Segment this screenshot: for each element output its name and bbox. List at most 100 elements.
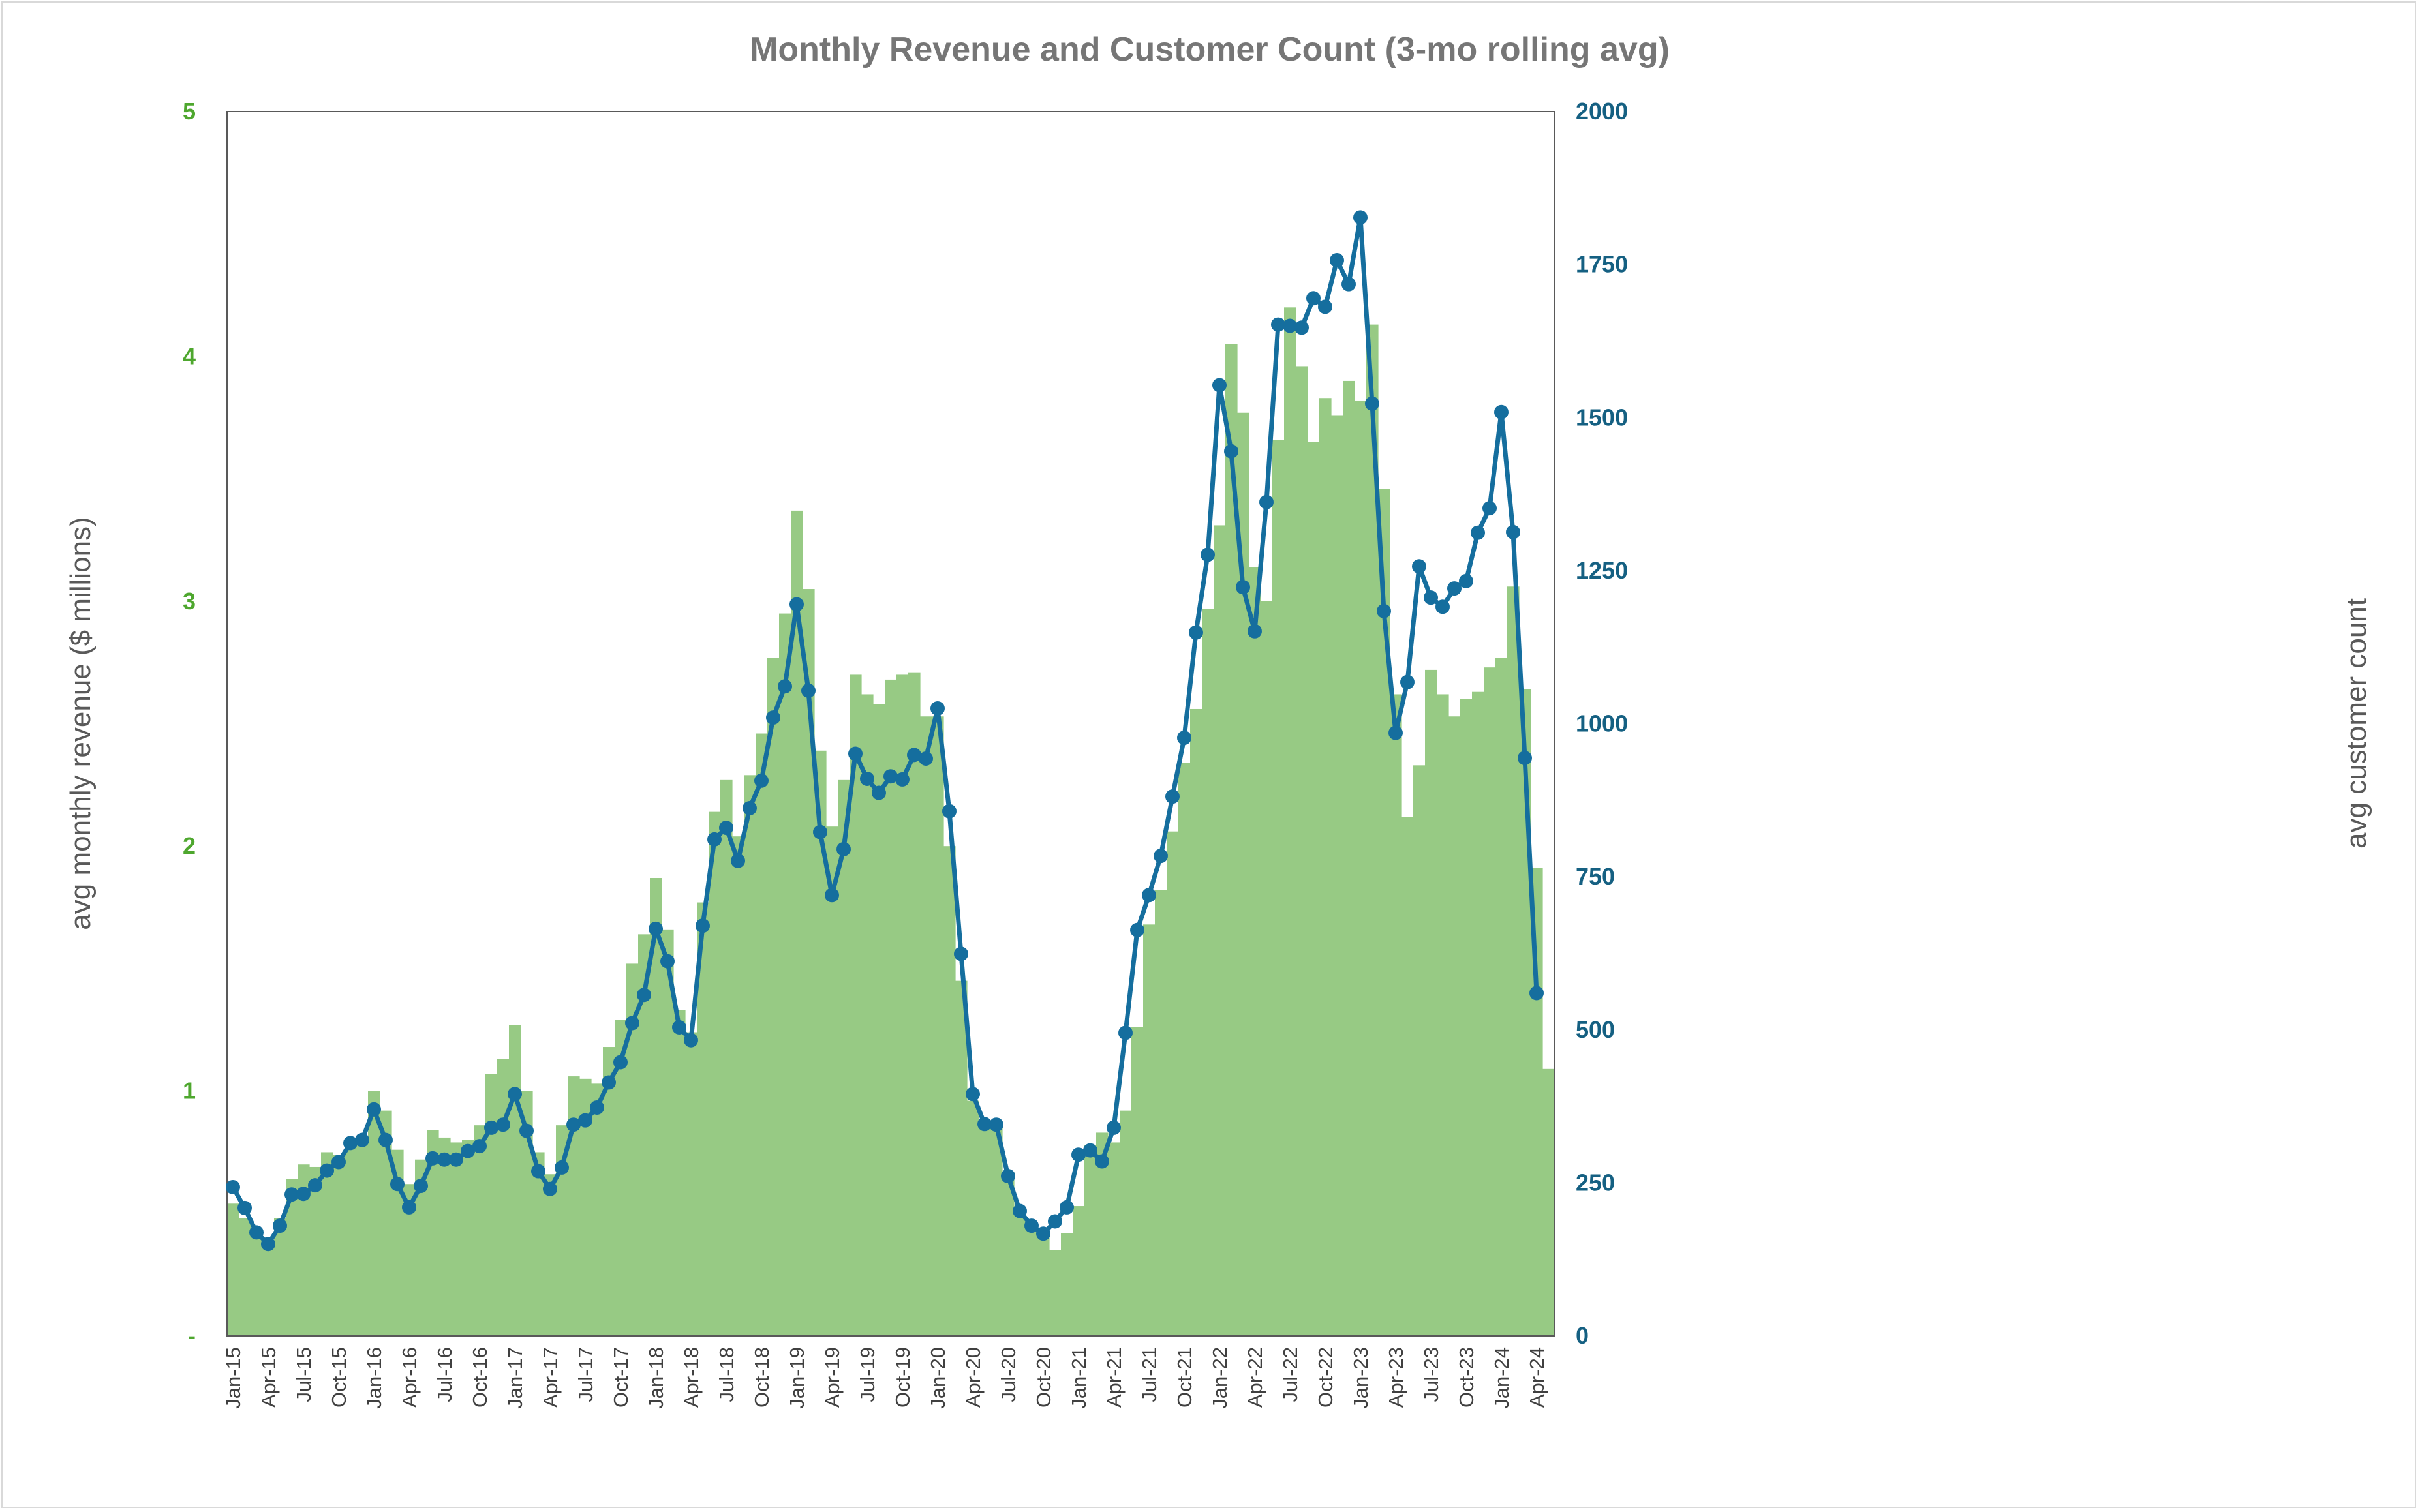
customer-point: [1083, 1143, 1097, 1158]
x-tick-label: Oct-15: [328, 1347, 350, 1408]
x-tick-label: Apr-24: [1525, 1347, 1548, 1408]
revenue-bar: [1108, 1142, 1120, 1336]
revenue-bar: [1037, 1235, 1050, 1336]
x-tick-label: Oct-21: [1173, 1347, 1196, 1408]
x-tick-label: Jan-18: [645, 1347, 667, 1409]
right-tick-label: 250: [1576, 1169, 1615, 1196]
customer-point: [566, 1117, 581, 1132]
customer-point: [660, 954, 675, 969]
customer-point: [1306, 291, 1321, 306]
customer-point: [813, 824, 827, 839]
customer-point: [825, 888, 839, 903]
customer-point: [801, 683, 816, 698]
revenue-bar: [1472, 691, 1484, 1336]
revenue-bar: [908, 672, 921, 1336]
revenue-bar: [709, 811, 721, 1336]
customer-point: [1248, 624, 1262, 639]
revenue-bar: [345, 1140, 357, 1336]
customer-point: [1318, 299, 1332, 314]
customer-point: [1283, 318, 1297, 333]
customer-point: [590, 1100, 604, 1115]
revenue-bar: [1437, 694, 1449, 1336]
customer-point: [1400, 674, 1415, 689]
revenue-bar: [391, 1149, 404, 1336]
revenue-bar: [826, 826, 838, 1336]
x-tick-label: Jan-17: [504, 1347, 527, 1409]
revenue-bar: [1308, 442, 1320, 1336]
customer-point: [578, 1113, 592, 1128]
customer-point: [261, 1237, 275, 1252]
right-tick-label: 1250: [1576, 557, 1628, 584]
revenue-bar: [756, 733, 768, 1336]
revenue-bar: [650, 878, 662, 1336]
customer-point: [437, 1152, 452, 1167]
customer-point: [1506, 524, 1520, 539]
revenue-bar: [497, 1059, 510, 1336]
customer-point: [707, 832, 722, 847]
customer-point: [1095, 1154, 1109, 1169]
customer-point: [543, 1181, 557, 1196]
customer-point: [1236, 580, 1250, 595]
revenue-bar: [1355, 400, 1367, 1336]
x-tick-label: Jul-16: [433, 1347, 456, 1402]
customer-point: [320, 1163, 334, 1178]
revenue-bar: [1495, 658, 1508, 1336]
revenue-bar: [1237, 412, 1249, 1336]
revenue-bar: [1448, 716, 1461, 1336]
customer-point: [1189, 625, 1203, 640]
customer-point: [1471, 525, 1485, 540]
revenue-bar: [1049, 1250, 1062, 1336]
revenue-bar: [615, 1020, 627, 1336]
customer-point: [449, 1152, 463, 1167]
customer-point: [343, 1136, 358, 1151]
customer-point: [754, 773, 769, 788]
customer-point: [461, 1143, 475, 1158]
left-tick-label: 3: [183, 588, 196, 614]
x-tick-label: Oct-16: [468, 1347, 491, 1408]
customer-point: [1071, 1147, 1086, 1162]
left-tick-label: 1: [183, 1078, 196, 1104]
revenue-bar: [1131, 1027, 1144, 1336]
customer-point: [860, 771, 874, 786]
revenue-bar: [450, 1142, 463, 1336]
customer-point: [778, 679, 792, 694]
revenue-bar: [791, 510, 803, 1336]
customer-point: [625, 1016, 639, 1031]
customer-point: [402, 1200, 416, 1215]
customer-point: [966, 1087, 980, 1102]
customer-point: [613, 1055, 628, 1070]
plot-area-border: [226, 111, 1555, 1337]
revenue-bar: [1225, 344, 1238, 1336]
customer-point: [1388, 725, 1403, 740]
x-tick-label: Apr-19: [821, 1347, 844, 1408]
revenue-bar: [1084, 1145, 1097, 1336]
revenue-bar: [1073, 1206, 1085, 1336]
customer-point: [296, 1187, 311, 1202]
revenue-bar: [850, 674, 862, 1336]
revenue-bar: [1190, 708, 1202, 1336]
revenue-bar: [1390, 694, 1402, 1336]
revenue-bar: [873, 704, 885, 1336]
x-tick-label: Oct-23: [1455, 1347, 1478, 1408]
customer-point: [1154, 849, 1168, 864]
revenue-bar: [638, 934, 651, 1336]
revenue-bar: [1296, 366, 1308, 1337]
right-tick-label: 1750: [1576, 251, 1628, 278]
customer-point: [508, 1087, 522, 1102]
revenue-bar: [767, 658, 780, 1336]
left-tick-label: 2: [183, 832, 196, 859]
customer-point: [1165, 789, 1180, 804]
customer-point: [602, 1075, 616, 1090]
x-tick-label: Jul-21: [1138, 1347, 1161, 1402]
customer-point: [249, 1225, 264, 1240]
customer-point: [989, 1117, 1003, 1132]
revenue-bar: [732, 836, 744, 1336]
x-tick-label: Jan-21: [1067, 1347, 1090, 1409]
customer-point: [331, 1155, 346, 1170]
customer-point: [696, 918, 710, 933]
revenue-bar: [415, 1159, 427, 1336]
x-tick-label: Apr-21: [1103, 1347, 1126, 1408]
revenue-bar: [955, 980, 968, 1336]
revenue-bar: [333, 1155, 345, 1336]
customer-point: [1107, 1120, 1121, 1135]
